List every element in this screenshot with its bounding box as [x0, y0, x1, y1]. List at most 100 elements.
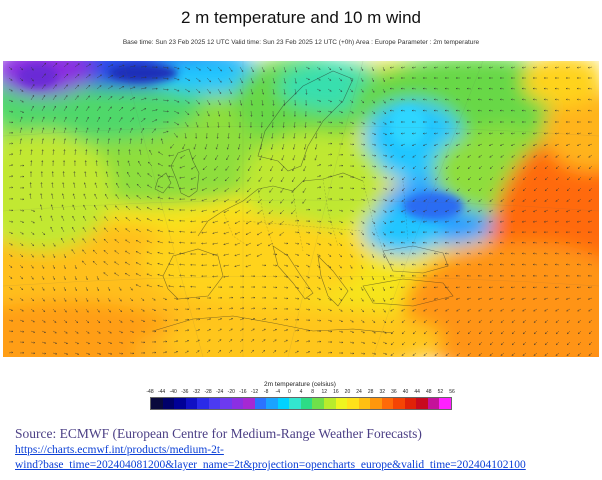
wind-arrow-head — [510, 286, 513, 289]
wind-arrow-head — [53, 138, 55, 141]
wind-arrow — [544, 165, 549, 169]
wind-arrow — [390, 165, 395, 169]
wind-arrow — [565, 286, 571, 288]
wind-arrow — [434, 143, 439, 146]
wind-arrow — [338, 297, 343, 301]
wind-arrow — [217, 88, 222, 94]
wind-arrow-head — [588, 178, 591, 181]
wind-arrow-head — [258, 190, 260, 193]
wind-arrow-head — [178, 263, 182, 266]
wind-arrow-head — [555, 309, 558, 312]
wind-arrow — [457, 330, 461, 335]
wind-arrow — [490, 187, 494, 191]
source-link-line2[interactable]: wind?base_time=202404081200&layer_name=2… — [15, 459, 526, 471]
source-link-line1[interactable]: https://charts.ecmwf.int/products/medium… — [15, 444, 224, 456]
wind-arrow-head — [85, 138, 88, 141]
wind-arrow — [588, 253, 593, 255]
wind-arrow — [434, 66, 439, 69]
wind-arrow — [315, 132, 318, 139]
wind-arrow — [434, 253, 439, 255]
wind-arrow — [129, 319, 134, 323]
wind-arrow-head — [65, 342, 69, 345]
wind-arrow-head — [29, 170, 32, 174]
wind-arrow-head — [125, 239, 128, 242]
wind-arrow — [250, 318, 255, 321]
legend-tick-label: 28 — [367, 389, 374, 395]
wind-arrow — [577, 220, 582, 223]
legend-swatch — [231, 398, 244, 409]
wind-arrow — [532, 88, 538, 90]
wind-arrow-head — [384, 321, 387, 324]
wind-arrow — [140, 118, 146, 123]
wind-arrow — [94, 193, 98, 200]
wind-arrow-head — [142, 299, 145, 301]
wind-arrow — [500, 209, 505, 213]
wind-arrow-head — [127, 171, 129, 174]
wind-arrow — [467, 209, 472, 213]
wind-arrow-head — [21, 232, 24, 235]
wind-arrow — [162, 131, 169, 134]
wind-arrow-head — [177, 67, 180, 70]
wind-arrow-head — [165, 298, 168, 301]
wind-arrow — [371, 77, 374, 82]
wind-arrow-head — [455, 98, 458, 101]
wind-arrow-head — [467, 332, 470, 335]
wind-arrow-head — [262, 92, 265, 95]
wind-arrow — [456, 308, 461, 312]
wind-arrow — [456, 66, 461, 69]
wind-arrow-head — [286, 275, 289, 278]
wind-arrow-head — [53, 278, 56, 281]
wind-arrow — [162, 110, 169, 112]
wind-arrow — [139, 149, 142, 156]
wind-arrow — [294, 66, 297, 73]
wind-arrow — [479, 187, 483, 191]
wind-arrow — [82, 227, 87, 233]
wind-arrow-head — [200, 264, 204, 267]
wind-arrow — [314, 154, 318, 161]
wind-arrow — [117, 160, 120, 167]
wind-arrow-head — [105, 171, 108, 174]
wind-arrow-head — [361, 244, 364, 247]
wind-arrow-head — [201, 178, 205, 181]
wind-arrow-head — [103, 238, 106, 241]
legend-tick-label: -16 — [239, 389, 247, 395]
wind-arrow — [8, 77, 13, 81]
wind-arrow — [238, 143, 241, 150]
wind-arrow — [445, 297, 450, 300]
wind-arrow — [423, 352, 428, 356]
wind-arrow-head — [245, 233, 248, 235]
wind-arrow-head — [187, 90, 191, 93]
wind-arrow-head — [319, 100, 322, 102]
wind-arrow-head — [155, 66, 159, 69]
wind-arrow-head — [256, 233, 259, 236]
wind-arrow — [234, 242, 241, 246]
wind-arrow-head — [445, 332, 448, 335]
wind-arrow — [168, 154, 175, 157]
wind-arrow — [587, 88, 593, 90]
wind-arrow — [8, 164, 13, 167]
wind-arrow-head — [212, 210, 215, 213]
wind-arrow-head — [499, 252, 502, 255]
wind-arrow — [234, 231, 241, 235]
wind-arrow — [41, 297, 45, 302]
wind-arrow-head — [260, 125, 263, 129]
wind-arrow-head — [400, 210, 404, 213]
wind-arrow-head — [271, 136, 274, 139]
wind-arrow — [423, 253, 428, 255]
wind-arrow-head — [422, 87, 425, 90]
wind-arrow-head — [253, 307, 256, 310]
wind-arrow-head — [40, 170, 43, 174]
wind-arrow-head — [510, 76, 513, 80]
wind-arrow-head — [293, 114, 296, 118]
wind-arrow-head — [201, 220, 204, 223]
wind-arrow-head — [566, 189, 569, 192]
wind-arrow — [157, 174, 164, 178]
wind-arrow — [501, 341, 505, 346]
wind-arrow — [445, 253, 450, 255]
wind-arrow-head — [587, 132, 590, 135]
wind-arrow — [390, 220, 395, 223]
wind-arrow — [316, 242, 321, 246]
wind-arrow-head — [587, 98, 590, 101]
wind-arrow — [500, 253, 505, 255]
wind-arrow-head — [241, 349, 244, 352]
